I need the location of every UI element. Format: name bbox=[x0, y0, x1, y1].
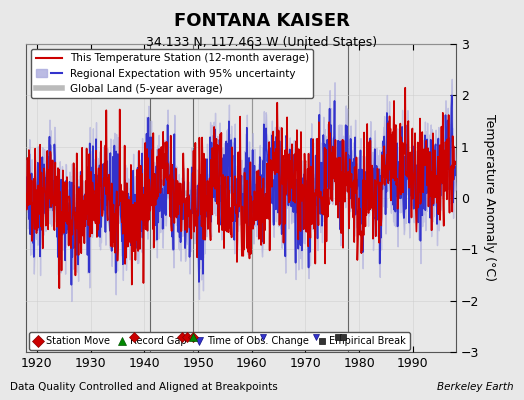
Legend: Station Move, Record Gap, Time of Obs. Change, Empirical Break: Station Move, Record Gap, Time of Obs. C… bbox=[29, 332, 410, 350]
Text: FONTANA KAISER: FONTANA KAISER bbox=[174, 12, 350, 30]
Text: 34.133 N, 117.463 W (United States): 34.133 N, 117.463 W (United States) bbox=[146, 36, 378, 49]
Text: Data Quality Controlled and Aligned at Breakpoints: Data Quality Controlled and Aligned at B… bbox=[10, 382, 278, 392]
Y-axis label: Temperature Anomaly (°C): Temperature Anomaly (°C) bbox=[483, 114, 496, 282]
Text: Berkeley Earth: Berkeley Earth bbox=[437, 382, 514, 392]
